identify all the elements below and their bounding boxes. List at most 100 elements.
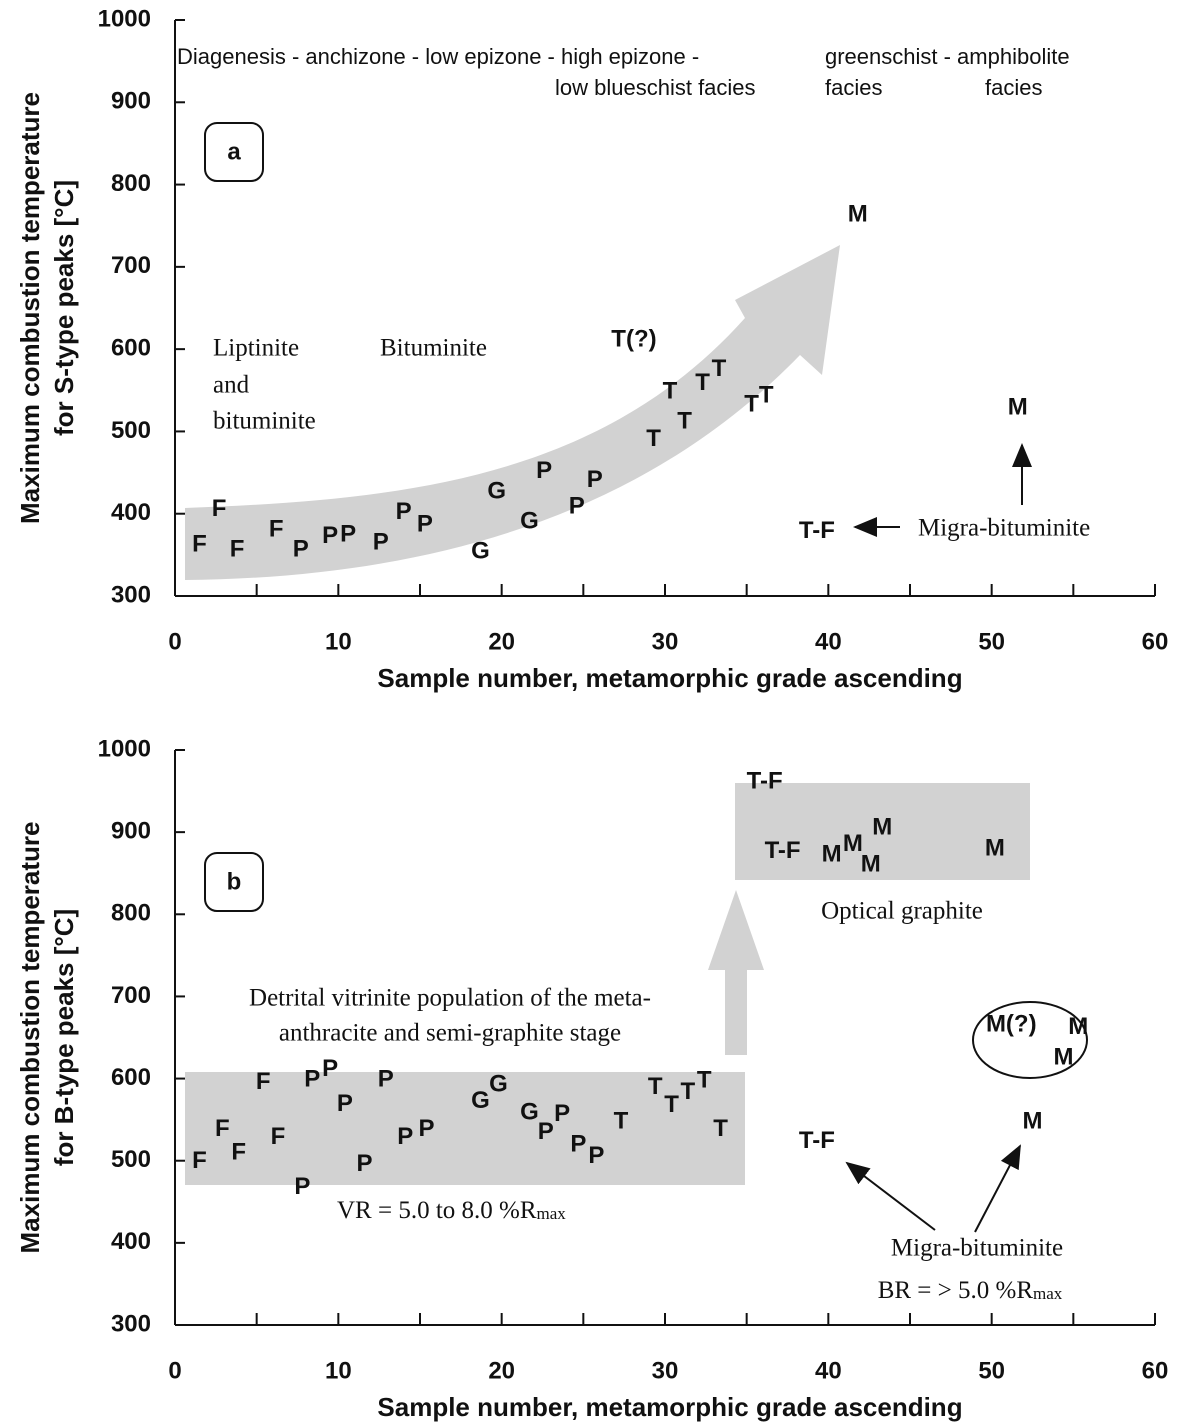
annotation: anthracite and semi-graphite stage bbox=[279, 1020, 621, 1047]
annotation: facies bbox=[825, 75, 882, 100]
panel-label: b bbox=[227, 868, 242, 895]
x-tick-label: 50 bbox=[978, 1357, 1005, 1384]
x-tick-label: 60 bbox=[1142, 628, 1169, 655]
point-marker: M bbox=[822, 840, 842, 867]
x-tick-label: 50 bbox=[978, 628, 1005, 655]
point-marker: T bbox=[614, 1107, 629, 1134]
point-marker: T-F bbox=[747, 767, 783, 794]
annotation: Diagenesis - anchizone - low epizone - h… bbox=[177, 44, 699, 69]
point-marker: M bbox=[843, 830, 863, 857]
point-marker: F bbox=[271, 1123, 286, 1150]
y-tick-label: 400 bbox=[111, 499, 151, 526]
point-marker: G bbox=[471, 538, 490, 565]
point-marker: M bbox=[1054, 1043, 1074, 1070]
point-marker: T-F bbox=[799, 1127, 835, 1154]
point-marker: P bbox=[419, 1115, 435, 1142]
annotation: Liptinite bbox=[213, 335, 299, 362]
point-marker: G bbox=[471, 1087, 490, 1114]
annotation: Detrital vitrinite population of the met… bbox=[249, 985, 651, 1012]
x-axis-label: Sample number, metamorphic grade ascendi… bbox=[377, 1392, 962, 1422]
pointer-arrow bbox=[845, 1161, 936, 1231]
point-marker: P bbox=[570, 1130, 586, 1157]
y-tick-label: 800 bbox=[111, 170, 151, 197]
vitrinite-band bbox=[185, 1072, 745, 1185]
point-marker: F bbox=[212, 495, 227, 522]
point-marker: T bbox=[648, 1073, 663, 1100]
x-tick-label: 10 bbox=[325, 628, 352, 655]
point-marker: T bbox=[712, 355, 727, 382]
y-tick-label: 600 bbox=[111, 334, 151, 361]
x-axis-label: Sample number, metamorphic grade ascendi… bbox=[377, 663, 962, 693]
point-marker: T bbox=[646, 425, 661, 452]
annotation-part: BR = > 5.0 %R bbox=[878, 1277, 1034, 1304]
y-axis-label: Maximum combustion temperature bbox=[15, 92, 45, 524]
point-marker: M bbox=[985, 835, 1005, 862]
y-tick-label: 500 bbox=[111, 1146, 151, 1173]
annotation-subscript: max bbox=[537, 1204, 567, 1223]
annotation: BR = > 5.0 %Rmax bbox=[878, 1277, 1063, 1304]
point-marker: T bbox=[695, 369, 710, 396]
panel-label-box bbox=[204, 852, 264, 912]
point-marker: P bbox=[569, 492, 585, 519]
annotation: VR = 5.0 to 8.0 %Rmax bbox=[337, 1197, 566, 1224]
y-tick-label: 700 bbox=[111, 982, 151, 1009]
point-marker: G bbox=[487, 478, 506, 505]
point-marker: M bbox=[872, 813, 892, 840]
point-marker: F bbox=[269, 516, 284, 543]
y-axis-label: for B-type peaks [°C] bbox=[49, 909, 79, 1166]
annotation: Migra-bituminite bbox=[891, 1235, 1063, 1262]
x-tick-label: 10 bbox=[325, 1357, 352, 1384]
point-marker: F bbox=[215, 1115, 230, 1142]
up-arrow bbox=[708, 890, 764, 1055]
point-marker: P bbox=[373, 529, 389, 556]
point-marker: P bbox=[322, 1055, 338, 1082]
annotation: greenschist - amphibolite bbox=[825, 44, 1070, 69]
point-marker: F bbox=[231, 1139, 246, 1166]
x-tick-label: 40 bbox=[815, 1357, 842, 1384]
y-tick-label: 800 bbox=[111, 900, 151, 927]
y-tick-label: 300 bbox=[111, 1310, 151, 1337]
annotation-subscript: max bbox=[1033, 1284, 1063, 1303]
y-tick-label: 400 bbox=[111, 1228, 151, 1255]
point-marker: P bbox=[378, 1066, 394, 1093]
y-axis-label: for S-type peaks [°C] bbox=[49, 180, 79, 436]
point-marker: P bbox=[304, 1066, 320, 1093]
point-marker: P bbox=[417, 511, 433, 538]
point-marker: M bbox=[861, 850, 881, 877]
point-marker: T bbox=[744, 390, 759, 417]
x-tick-label: 0 bbox=[168, 628, 181, 655]
point-marker: F bbox=[192, 1147, 207, 1174]
x-tick-label: 0 bbox=[168, 1357, 181, 1384]
point-marker: P bbox=[554, 1100, 570, 1127]
point-marker: P bbox=[293, 535, 309, 562]
point-marker: P bbox=[396, 498, 412, 525]
annotation: bituminite bbox=[213, 408, 316, 435]
point-marker: F bbox=[256, 1068, 271, 1095]
x-tick-label: 20 bbox=[488, 1357, 515, 1384]
point-marker: T(?) bbox=[611, 325, 656, 352]
point-marker: T bbox=[681, 1078, 696, 1105]
point-marker: P bbox=[588, 1142, 604, 1169]
graphite-band bbox=[735, 783, 1030, 880]
point-marker: G bbox=[520, 1098, 539, 1125]
x-tick-label: 20 bbox=[488, 628, 515, 655]
point-marker: T bbox=[664, 1091, 679, 1118]
point-marker: T bbox=[759, 381, 774, 408]
y-tick-label: 500 bbox=[111, 417, 151, 444]
point-marker: T-F bbox=[765, 837, 801, 864]
y-tick-label: 600 bbox=[111, 1064, 151, 1091]
y-tick-label: 1000 bbox=[98, 735, 151, 762]
point-marker: M bbox=[848, 200, 868, 227]
point-marker: P bbox=[536, 457, 552, 484]
y-tick-label: 900 bbox=[111, 817, 151, 844]
annotation: low blueschist facies bbox=[555, 75, 756, 100]
x-tick-label: 40 bbox=[815, 628, 842, 655]
point-marker: P bbox=[322, 522, 338, 549]
point-marker: P bbox=[340, 520, 356, 547]
point-marker: T-F bbox=[799, 517, 835, 544]
y-tick-label: 900 bbox=[111, 88, 151, 115]
y-tick-label: 1000 bbox=[98, 5, 151, 32]
trend-arrow bbox=[185, 245, 840, 580]
point-marker: P bbox=[397, 1123, 413, 1150]
